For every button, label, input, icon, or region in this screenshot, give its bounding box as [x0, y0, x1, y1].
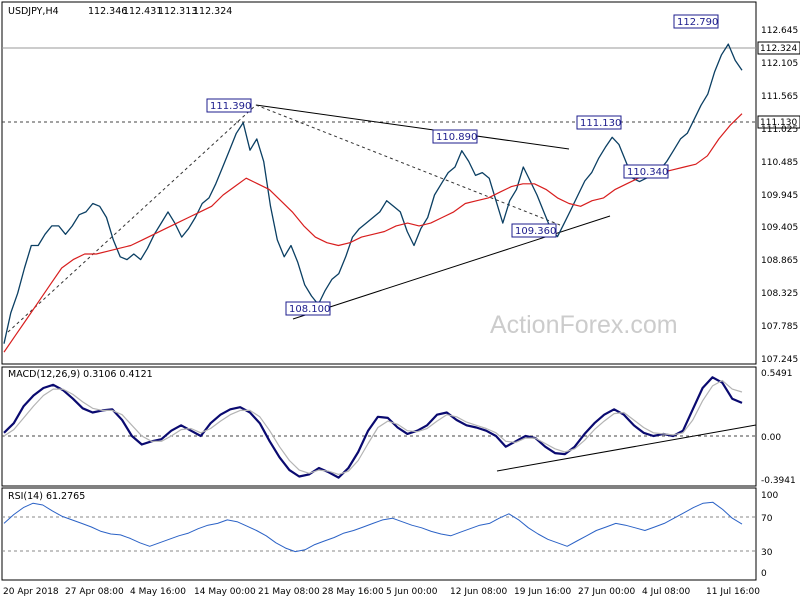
price-y-tick: 107.785 — [761, 322, 798, 332]
x-tick-label: 27 Jun 00:00 — [578, 587, 635, 597]
svg-text:111.130: 111.130 — [580, 118, 621, 129]
x-tick-label: 12 Jun 08:00 — [450, 587, 507, 597]
price-series — [3, 43, 743, 353]
svg-text:110.890: 110.890 — [436, 132, 477, 143]
x-tick-label: 19 Jun 16:00 — [514, 587, 571, 597]
rsi-y-tick: 0 — [761, 569, 767, 579]
macd-y-tick: 0.5491 — [761, 369, 793, 379]
price-y-tick: 108.865 — [761, 256, 798, 266]
svg-text:111.130: 111.130 — [760, 118, 797, 128]
svg-text:109.360: 109.360 — [515, 226, 556, 237]
macd-line — [3, 376, 743, 479]
price-panel-title: USDJPY,H4 — [8, 6, 59, 17]
dashed-fall-line — [255, 104, 561, 226]
svg-text:112.324: 112.324 — [760, 44, 797, 54]
rsi-series — [3, 501, 743, 553]
annotation-110340: 110.340 — [623, 164, 669, 179]
price-y-axis: 112.645 112.105 111.565 111.025 110.485 … — [761, 26, 798, 365]
current-price-tag: 112.324 — [757, 41, 800, 55]
price-y-tick: 109.405 — [761, 223, 798, 233]
price-y-tick: 107.245 — [761, 355, 798, 365]
svg-text:111.390: 111.390 — [210, 101, 251, 112]
rsi-y-tick: 30 — [761, 548, 773, 558]
ohlc-close: 112.324 — [193, 6, 232, 17]
x-tick-label: 20 Apr 2018 — [3, 587, 59, 597]
annotation-111130: 111.130 — [576, 115, 622, 130]
macd-y-tick: -0.3941 — [761, 476, 796, 486]
macd-y-tick: 0.00 — [761, 433, 781, 443]
price-y-tick: 108.325 — [761, 289, 798, 299]
resistance-price-tag: 111.130 — [757, 115, 800, 129]
svg-text:108.100: 108.100 — [289, 304, 330, 315]
svg-text:110.340: 110.340 — [627, 167, 668, 178]
x-tick-label: 5 Jun 00:00 — [386, 587, 438, 597]
annotation-108100: 108.100 — [285, 301, 331, 316]
price-panel — [1, 1, 757, 365]
x-tick-label: 27 Apr 08:00 — [65, 587, 124, 597]
rsi-line — [3, 501, 743, 553]
x-tick-label: 21 May 08:00 — [258, 587, 320, 597]
macd-panel-title: MACD(12,26,9) 0.3106 0.4121 — [8, 369, 153, 380]
price-y-tick: 110.485 — [761, 158, 798, 168]
upper-trendline — [255, 104, 570, 150]
watermark: ActionForex.com — [490, 311, 678, 339]
annotation-109360: 109.360 — [511, 223, 557, 238]
macd-panel — [1, 366, 757, 487]
annotation-111390: 111.390 — [206, 98, 252, 113]
price-y-tick: 109.945 — [761, 191, 798, 201]
macd-signal-line — [3, 379, 743, 475]
moving-average-line — [3, 113, 743, 353]
x-tick-label: 4 Jul 08:00 — [642, 587, 691, 597]
price-line — [3, 43, 743, 344]
price-y-tick: 112.645 — [761, 26, 798, 36]
annotation-110890: 110.890 — [432, 129, 478, 144]
x-tick-label: 11 Jul 16:00 — [706, 587, 760, 597]
macd-series — [3, 376, 743, 479]
macd-trendline — [496, 424, 757, 472]
price-y-tick: 112.105 — [761, 59, 798, 69]
x-tick-label: 28 May 16:00 — [322, 587, 384, 597]
dashed-rise-line — [7, 104, 257, 333]
x-tick-label: 4 May 16:00 — [130, 587, 186, 597]
rsi-panel — [1, 487, 757, 581]
annotation-112790: 112.790 — [673, 14, 719, 29]
rsi-y-axis: 100 70 30 0 — [761, 491, 778, 579]
lower-trendline — [292, 215, 611, 320]
x-axis: 20 Apr 2018 27 Apr 08:00 4 May 16:00 14 … — [3, 587, 760, 597]
ohlc-open: 112.346 — [88, 6, 127, 17]
svg-text:112.790: 112.790 — [677, 17, 718, 28]
ohlc-high: 112.431 — [123, 6, 162, 17]
rsi-y-tick: 70 — [761, 514, 773, 524]
x-tick-label: 14 May 00:00 — [194, 587, 256, 597]
price-y-tick: 111.565 — [761, 92, 798, 102]
macd-y-axis: 0.5491 0.00 -0.3941 — [761, 369, 796, 486]
ohlc-low: 112.313 — [158, 6, 197, 17]
price-y-tick: 111.025 — [761, 125, 798, 135]
rsi-y-tick: 100 — [761, 491, 778, 501]
rsi-panel-title: RSI(14) 61.2765 — [8, 491, 85, 502]
